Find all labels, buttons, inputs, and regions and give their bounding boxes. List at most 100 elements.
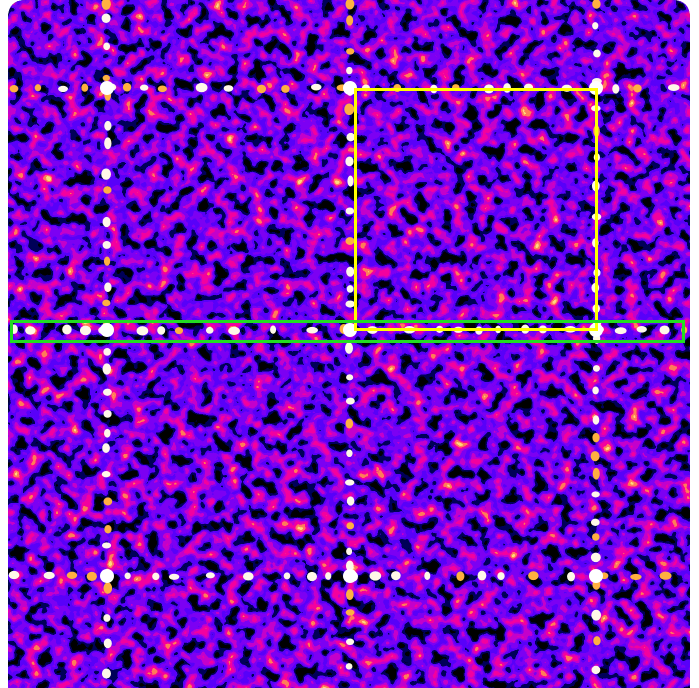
spot xyxy=(347,496,355,505)
spot xyxy=(456,571,464,581)
spot xyxy=(102,300,110,307)
spot xyxy=(206,572,215,578)
spot xyxy=(592,666,601,674)
spot xyxy=(637,326,647,333)
spot xyxy=(593,636,600,645)
spot xyxy=(158,86,167,93)
spot xyxy=(346,418,354,428)
spot xyxy=(346,374,353,380)
spot xyxy=(257,85,266,94)
spot xyxy=(103,410,111,418)
spot xyxy=(346,133,355,142)
spot xyxy=(593,415,600,424)
spot xyxy=(103,348,111,356)
spot xyxy=(567,572,575,581)
spot xyxy=(104,497,113,505)
spot xyxy=(345,237,354,245)
spot xyxy=(243,572,254,580)
spot xyxy=(591,610,601,621)
spot xyxy=(10,85,19,92)
spot xyxy=(104,638,112,648)
spot xyxy=(152,573,159,580)
spot xyxy=(589,569,603,583)
spot xyxy=(44,572,55,579)
spot xyxy=(62,325,72,335)
spot xyxy=(346,589,354,600)
spot xyxy=(630,574,641,580)
spot xyxy=(206,327,214,334)
spot xyxy=(592,387,598,395)
page: {} html, body { margin: 0; padding: 0; b… xyxy=(0,0,699,688)
spot xyxy=(344,103,354,115)
spot xyxy=(35,84,41,91)
spot xyxy=(9,571,20,579)
spot xyxy=(346,522,354,529)
image-view xyxy=(0,0,699,688)
spot xyxy=(346,15,353,25)
spot xyxy=(81,84,88,92)
spot xyxy=(346,208,355,215)
spot xyxy=(104,282,111,292)
spot xyxy=(347,175,353,186)
spot xyxy=(103,582,112,593)
spot xyxy=(612,84,619,93)
spot xyxy=(593,468,600,480)
spot xyxy=(592,22,598,29)
spot xyxy=(478,571,487,581)
spot xyxy=(346,398,355,405)
spot xyxy=(591,519,600,526)
spot xyxy=(196,83,208,92)
spot xyxy=(169,574,179,580)
spot xyxy=(347,285,354,293)
spot xyxy=(103,363,112,374)
spot xyxy=(102,471,111,477)
spot xyxy=(224,85,234,92)
spot xyxy=(345,156,353,166)
spot xyxy=(593,50,601,58)
spot xyxy=(615,327,627,334)
spot xyxy=(343,569,357,583)
spot xyxy=(591,553,601,562)
spot xyxy=(497,572,504,580)
spot xyxy=(103,186,111,193)
spot xyxy=(175,327,183,334)
spot xyxy=(591,451,600,461)
spot xyxy=(668,84,680,91)
spot xyxy=(270,326,276,334)
spot xyxy=(424,572,430,580)
spot xyxy=(103,75,110,81)
spot xyxy=(140,85,148,91)
spot xyxy=(503,83,511,93)
image-area xyxy=(8,0,690,688)
spot xyxy=(345,300,355,307)
spot xyxy=(102,542,111,548)
spot xyxy=(123,83,131,92)
spot xyxy=(104,429,111,438)
spot xyxy=(593,365,600,372)
spot xyxy=(103,389,112,396)
spot xyxy=(346,639,354,646)
spot xyxy=(103,43,110,51)
spot xyxy=(104,256,110,265)
spot xyxy=(104,121,111,131)
spot xyxy=(284,572,291,579)
spot xyxy=(346,267,354,277)
spot xyxy=(370,571,382,580)
spot xyxy=(80,326,91,336)
spot xyxy=(528,571,538,580)
spot xyxy=(101,168,111,179)
spot xyxy=(102,669,111,679)
spot xyxy=(67,572,77,579)
spot xyxy=(157,326,165,335)
spot xyxy=(591,491,599,497)
spot xyxy=(103,241,111,249)
spot xyxy=(102,13,111,23)
spot xyxy=(25,326,35,335)
spot xyxy=(137,326,149,335)
spot xyxy=(345,342,353,353)
spot xyxy=(103,217,111,227)
spot xyxy=(592,533,600,541)
spot xyxy=(228,327,240,335)
spot xyxy=(592,433,599,442)
spot xyxy=(124,573,130,580)
